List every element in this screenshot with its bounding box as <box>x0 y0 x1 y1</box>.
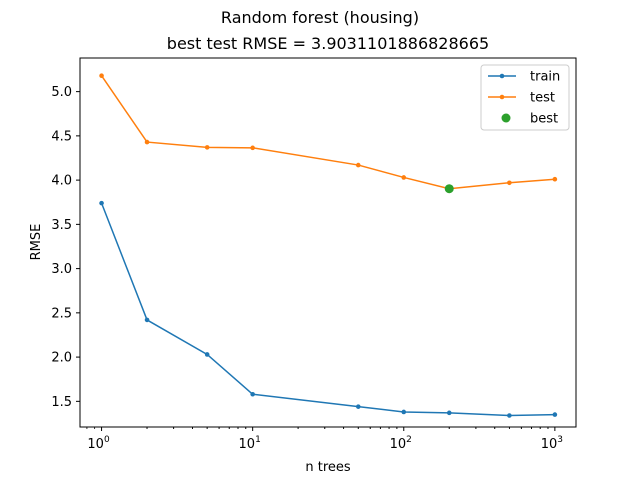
legend-best-label: best <box>530 112 558 127</box>
y-tick-label: 3.5 <box>51 218 72 233</box>
x-axis-label: n trees <box>305 460 351 475</box>
series-train-point <box>204 352 210 357</box>
chart-title: Random forest (housing) <box>221 8 419 27</box>
y-tick-label: 5.0 <box>51 85 72 100</box>
best-point-marker <box>444 184 454 194</box>
legend: train test best <box>480 64 570 131</box>
series-train-point <box>250 391 255 397</box>
chart-subtitle: best test RMSE = 3.9031101886828665 <box>167 34 489 53</box>
y-axis-label: RMSE <box>29 224 44 261</box>
series-train-point <box>355 404 361 409</box>
legend-test-marker <box>499 94 505 100</box>
y-tick-label: 3.0 <box>51 262 72 277</box>
series-test-point <box>507 180 512 186</box>
series-test-point <box>552 176 558 182</box>
x-tick-exponent: 0 <box>104 435 110 445</box>
series-train-point <box>99 200 104 206</box>
series-layer <box>99 73 558 418</box>
legend-frame <box>480 64 570 131</box>
series-test-point <box>99 73 104 78</box>
series-test-point <box>355 162 361 168</box>
y-tick-label: 4.5 <box>51 129 72 144</box>
series-train-point <box>446 410 452 416</box>
x-tick-exponent: 2 <box>406 435 412 445</box>
y-tick-label: 1.5 <box>51 395 72 410</box>
plot-area-frame <box>79 57 577 428</box>
y-axis: 1.5 2.0 2.5 3.0 3.5 4.0 4.5 5.0 <box>51 85 80 410</box>
y-tick-label: 4.0 <box>51 174 72 189</box>
legend-train-label: train <box>530 70 560 85</box>
series-test-point <box>144 139 150 145</box>
series-test-point <box>204 145 210 150</box>
series-test-point <box>401 175 407 180</box>
series-train-point <box>507 413 512 418</box>
x-tick-exponent: 3 <box>557 435 563 445</box>
series-test-point <box>250 145 255 151</box>
x-tick-exponent: 1 <box>255 435 261 445</box>
y-tick-label: 2.5 <box>51 306 72 321</box>
legend-train-marker <box>499 73 505 79</box>
legend-test-label: test <box>530 91 555 106</box>
series-train-point <box>144 317 150 323</box>
series-train-point <box>401 409 407 415</box>
series-train-point <box>552 412 558 417</box>
legend-best-marker <box>501 113 511 123</box>
y-tick-label: 2.0 <box>51 351 72 366</box>
